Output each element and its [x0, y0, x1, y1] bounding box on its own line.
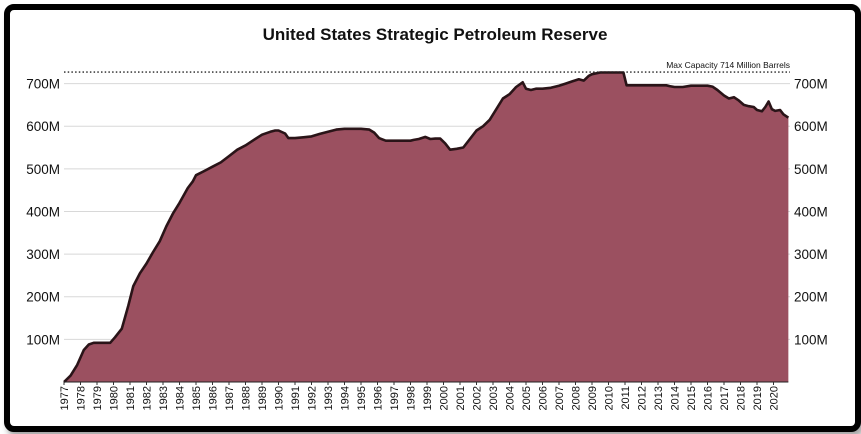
x-tick-label: 2005 [521, 386, 533, 410]
y-tick-label-right: 200M [794, 290, 828, 305]
x-tick-label: 1986 [208, 386, 220, 410]
y-tick-label-left: 400M [26, 204, 60, 219]
x-tick-label: 1983 [158, 386, 170, 410]
x-tick-label: 1994 [340, 386, 352, 410]
x-tick-label: 2001 [455, 386, 467, 410]
x-tick-label: 2002 [472, 386, 484, 410]
x-tick-label: 1988 [241, 386, 253, 410]
y-tick-label-left: 600M [26, 119, 60, 134]
x-tick-label: 2018 [736, 386, 748, 410]
y-tick-label-right: 100M [794, 332, 828, 347]
x-tick-label: 2009 [587, 386, 599, 410]
x-tick-label: 1977 [59, 386, 71, 410]
x-tick-label: 1987 [224, 386, 236, 410]
x-tick-label: 2008 [571, 386, 583, 410]
x-tick-label: 2006 [538, 386, 550, 410]
x-tick-label: 1985 [191, 386, 203, 410]
max-capacity-label: Max Capacity 714 Million Barrels [666, 60, 790, 70]
y-tick-label-left: 700M [26, 77, 60, 92]
x-tick-label: 1990 [274, 386, 286, 410]
y-tick-label-right: 400M [794, 204, 828, 219]
x-tick-label: 1992 [307, 386, 319, 410]
x-tick-label: 2004 [505, 386, 517, 410]
reserve-line [63, 71, 790, 383]
x-tick-label: 2014 [670, 386, 682, 410]
y-axis-right: 100M 200M 300M 400M 500M 600M 700M [794, 77, 828, 348]
x-tick-label: 1980 [109, 386, 121, 410]
y-tick-label-left: 300M [26, 247, 60, 262]
y-tick-label-right: 300M [794, 247, 828, 262]
x-tick-label: 1979 [92, 386, 104, 410]
x-tick-label: 1998 [406, 386, 418, 410]
chart-title: United States Strategic Petroleum Reserv… [263, 25, 608, 44]
y-tick-label-left: 500M [26, 162, 60, 177]
x-tick-label: 2020 [769, 386, 781, 410]
x-tick-label: 2016 [703, 386, 715, 410]
x-tick-label: 1999 [422, 386, 434, 410]
x-tick-label: 1981 [125, 386, 137, 410]
x-tick-label: 2011 [620, 386, 632, 410]
x-tick-label: 2003 [488, 386, 500, 410]
x-tick-label: 2019 [752, 386, 764, 410]
x-tick-label: 2015 [686, 386, 698, 410]
x-tick-label: 1989 [257, 386, 269, 410]
x-tick-label: 2017 [719, 386, 731, 410]
y-tick-label-left: 200M [26, 290, 60, 305]
x-tick-label: 2007 [554, 386, 566, 410]
y-tick-label-right: 600M [794, 119, 828, 134]
y-tick-label-left: 100M [26, 332, 60, 347]
x-tick-label: 2012 [637, 386, 649, 410]
y-tick-label-right: 500M [794, 162, 828, 177]
x-tick-label: 2010 [604, 386, 616, 410]
chart-frame: United States Strategic Petroleum Reserv… [4, 4, 861, 432]
chart: United States Strategic Petroleum Reserv… [26, 25, 828, 410]
x-tick-label: 2000 [439, 386, 451, 410]
x-axis: 1977 1978 1979 1980 1981 1982 1983 1984 1985 1986… [59, 381, 789, 410]
x-tick-label: 2013 [653, 386, 665, 410]
y-tick-label-right: 700M [794, 77, 828, 92]
x-tick-label: 1984 [175, 386, 187, 410]
reserve-area [64, 72, 789, 382]
x-tick-label: 1978 [76, 386, 88, 410]
x-tick-label: 1995 [356, 386, 368, 410]
x-tick-label: 1982 [142, 386, 154, 410]
x-tick-label: 1991 [290, 386, 302, 410]
x-tick-label: 1996 [373, 386, 385, 410]
x-tick-label: 1997 [389, 386, 401, 410]
y-axis-left: 100M 200M 300M 400M 500M 600M 700M [26, 77, 60, 348]
plot-area [63, 71, 790, 383]
x-tick-label: 1993 [323, 386, 335, 410]
